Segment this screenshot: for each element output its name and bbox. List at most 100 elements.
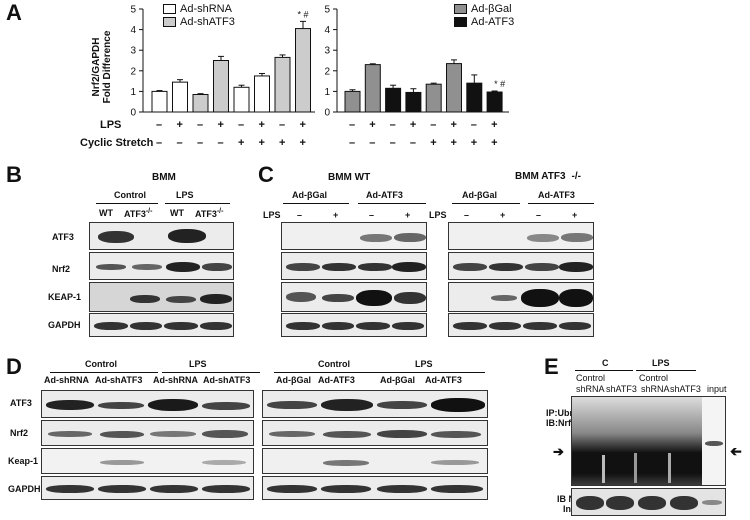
lps-sign: – bbox=[536, 210, 542, 220]
bar bbox=[213, 60, 229, 113]
treatment-sign: + bbox=[217, 119, 224, 131]
panel-b-group-lps: LPS bbox=[176, 190, 194, 200]
blot-band bbox=[200, 322, 232, 330]
panel-c-group: Ad-ATF3 bbox=[538, 190, 575, 200]
y-tick-label: 2 bbox=[324, 66, 330, 77]
treatment-sign: + bbox=[450, 119, 457, 131]
blot-c-wt-atf3 bbox=[281, 222, 427, 250]
panel-d-lane: Ad-shRNA bbox=[153, 375, 198, 385]
blot-band bbox=[394, 292, 426, 304]
treatment-sign: + bbox=[299, 119, 306, 131]
blot-d-left-nrf2 bbox=[41, 420, 254, 446]
treatment-sign: – bbox=[369, 137, 376, 149]
panel-b-underline bbox=[165, 203, 230, 204]
panel-e-lane: shATF3 bbox=[606, 384, 637, 394]
blot-row-label: Keap-1 bbox=[8, 456, 39, 466]
panel-e-lane: shRNA bbox=[641, 384, 670, 394]
treatment-sign: + bbox=[279, 137, 286, 149]
legend-swatch bbox=[454, 16, 467, 27]
blot-d-right-gapdh bbox=[262, 476, 488, 500]
panel-c-underline bbox=[358, 203, 426, 204]
bar bbox=[425, 83, 442, 113]
superscript: -/- bbox=[216, 208, 224, 215]
panel-c-lps-label: LPS bbox=[429, 210, 447, 220]
blot-c-ko-keap1 bbox=[448, 282, 594, 312]
lps-sign: + bbox=[572, 210, 578, 220]
treatment-sign: + bbox=[491, 119, 498, 131]
blot-d-left-keap1 bbox=[41, 448, 254, 474]
panel-c-title-wt: BMM WT bbox=[328, 172, 371, 183]
blot-band bbox=[100, 460, 144, 465]
lps-sign: – bbox=[297, 210, 303, 220]
y-tick-label: 4 bbox=[324, 25, 330, 36]
blot-band bbox=[489, 322, 521, 330]
panel-e-group: LPS bbox=[652, 358, 670, 368]
y-tick-label: 0 bbox=[130, 108, 136, 119]
treatment-sign: – bbox=[197, 119, 204, 131]
bar bbox=[446, 63, 462, 113]
blot-band bbox=[267, 401, 317, 409]
treatment-sign: – bbox=[389, 119, 396, 131]
blot-band bbox=[394, 233, 426, 242]
ip-line2: IB:Nrf2 bbox=[546, 418, 577, 428]
arrow-right-icon: ➔ bbox=[730, 443, 742, 459]
panel-d-group: Control bbox=[85, 359, 117, 369]
panel-c-underline bbox=[283, 203, 349, 204]
panel-b-lane-wt: WT bbox=[170, 208, 184, 218]
blot-d-right-atf3 bbox=[262, 390, 488, 418]
legend-item-ad-shatf3: Ad-shATF3 bbox=[163, 15, 235, 28]
y-axis-label-line2: Fold Difference bbox=[102, 30, 113, 104]
y-tick-label: 1 bbox=[130, 87, 136, 98]
panel-c-group: Ad-ATF3 bbox=[366, 190, 403, 200]
blot-band bbox=[166, 296, 196, 303]
y-tick-label: 3 bbox=[324, 46, 330, 57]
row-label-lps: LPS bbox=[100, 119, 122, 131]
blot-band bbox=[527, 234, 559, 242]
blot-c-wt-gapdh bbox=[281, 313, 427, 337]
bar bbox=[486, 91, 503, 113]
blot-band bbox=[638, 496, 666, 510]
blot-d-right-keap1 bbox=[262, 448, 488, 474]
blot-d-right-nrf2 bbox=[262, 420, 488, 446]
blot-band bbox=[130, 322, 162, 330]
legend-label: Ad-ATF3 bbox=[471, 15, 515, 28]
lane-gap bbox=[668, 453, 671, 483]
blot-band bbox=[98, 485, 146, 493]
panel-c-group: Ad-βGal bbox=[292, 190, 327, 200]
panel-d-group: LPS bbox=[415, 359, 433, 369]
bar bbox=[405, 91, 422, 113]
bar bbox=[344, 90, 361, 113]
blot-band bbox=[377, 485, 427, 493]
panel-e-label: E bbox=[544, 354, 559, 379]
panel-c-label: C bbox=[258, 162, 274, 187]
blot-band bbox=[46, 400, 94, 410]
blot-band bbox=[150, 431, 196, 437]
blot-band bbox=[377, 430, 427, 438]
blot-band bbox=[523, 322, 557, 330]
blot-row-label: Nrf2 bbox=[52, 264, 71, 274]
significance-marker: * # bbox=[297, 9, 308, 19]
treatment-sign: – bbox=[409, 137, 417, 149]
panel-b-label: B bbox=[6, 162, 22, 187]
blot-band bbox=[286, 263, 320, 271]
blot-band bbox=[670, 496, 698, 510]
bar bbox=[233, 86, 250, 113]
treatment-sign: + bbox=[238, 137, 245, 149]
panel-b-lane-wt: WT bbox=[99, 208, 113, 218]
panel-d-underline bbox=[162, 372, 260, 373]
ip-line1: IP:Ubr7 bbox=[546, 408, 579, 418]
panel-c-underline bbox=[452, 203, 520, 204]
blot-band bbox=[323, 460, 369, 466]
legend-swatch bbox=[163, 3, 176, 14]
treatment-sign: + bbox=[470, 137, 478, 149]
treatment-sign: – bbox=[176, 137, 183, 149]
blot-band bbox=[705, 441, 723, 446]
lane-gap bbox=[602, 455, 605, 483]
blot-band bbox=[431, 485, 483, 493]
blot-band bbox=[525, 263, 559, 271]
bar bbox=[254, 75, 270, 113]
blot-band bbox=[356, 290, 392, 306]
panel-d-lane: Ad-ATF3 bbox=[318, 375, 355, 385]
blot-band bbox=[200, 294, 232, 304]
panel-e-underline bbox=[575, 370, 633, 371]
